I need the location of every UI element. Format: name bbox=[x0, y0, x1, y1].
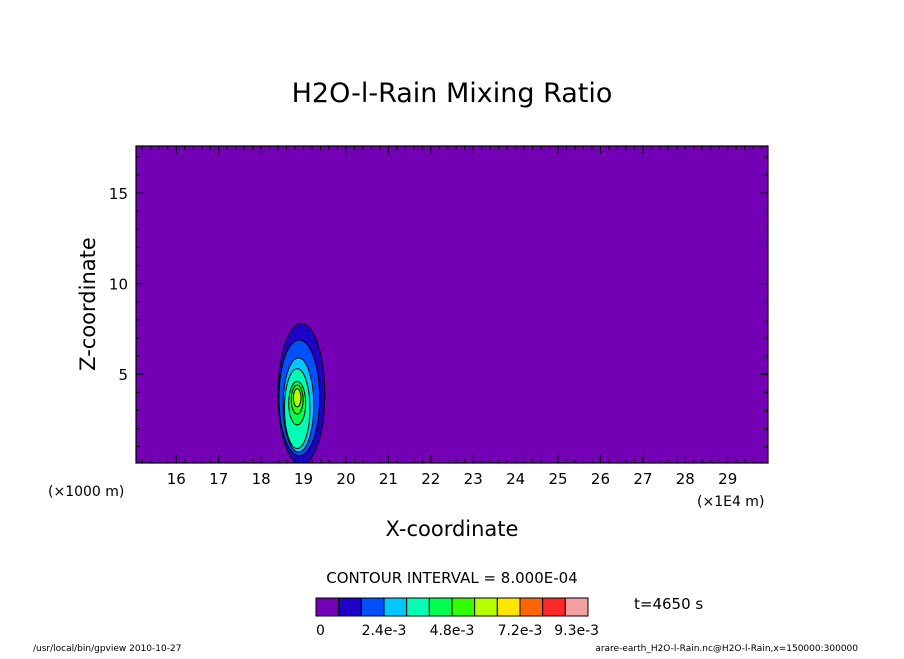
colorbar-swatch bbox=[451, 597, 476, 617]
x-tick-label: 19 bbox=[294, 470, 313, 488]
x-tick-label: 22 bbox=[421, 470, 440, 488]
contour-interval-text: CONTOUR INTERVAL = 8.000E-04 bbox=[326, 569, 577, 587]
x-unit-left: (×1000 m) bbox=[48, 484, 124, 500]
x-axis-ticks: 16 17 18 19 20 21 22 23 24 25 26 27 28 29 bbox=[141, 146, 763, 488]
colorbar-labels: 0 2.4e-3 4.8e-3 7.2e-3 9.3e-3 bbox=[316, 623, 599, 639]
colorbar-swatch bbox=[519, 597, 544, 617]
plot-frame bbox=[135, 145, 769, 464]
y-tick-label: 5 bbox=[118, 366, 128, 384]
x-tick-label: 28 bbox=[676, 470, 695, 488]
colorbar-swatch bbox=[428, 597, 453, 617]
colorbar-swatch bbox=[360, 597, 385, 617]
colorbar-swatch bbox=[315, 597, 340, 617]
x-unit-right: (×1E4 m) bbox=[697, 494, 764, 510]
colorbar-swatch bbox=[564, 597, 589, 617]
y-tick-label: 10 bbox=[109, 276, 128, 294]
x-tick-label: 18 bbox=[252, 470, 271, 488]
colorbar-swatch bbox=[406, 597, 430, 617]
x-tick-label: 20 bbox=[336, 470, 355, 488]
contour-layer bbox=[277, 323, 326, 463]
x-tick-label: 27 bbox=[633, 470, 652, 488]
colorbar-swatch bbox=[383, 597, 408, 617]
chart-title: H2O-l-Rain Mixing Ratio bbox=[292, 78, 613, 109]
x-axis-label: X-coordinate bbox=[386, 517, 519, 541]
x-tick-label: 23 bbox=[464, 470, 483, 488]
footer-left: /usr/local/bin/gpview 2010-10-27 bbox=[33, 644, 181, 654]
colorbar-label: 7.2e-3 bbox=[498, 623, 543, 639]
colorbar-label: 2.4e-3 bbox=[362, 623, 407, 639]
plot-background bbox=[136, 146, 768, 463]
y-axis-label: Z-coordinate bbox=[76, 237, 100, 371]
time-text: t=4650 s bbox=[634, 595, 703, 613]
contour-level-7 bbox=[292, 388, 302, 408]
y-axis-ticks: 5 10 15 bbox=[109, 156, 768, 448]
colorbar bbox=[315, 597, 589, 617]
x-tick-label: 26 bbox=[591, 470, 610, 488]
x-tick-label: 21 bbox=[379, 470, 398, 488]
colorbar-swatch bbox=[474, 597, 498, 617]
x-tick-label: 17 bbox=[209, 470, 228, 488]
colorbar-label: 4.8e-3 bbox=[430, 623, 475, 639]
colorbar-swatch bbox=[338, 597, 362, 617]
colorbar-swatch bbox=[542, 597, 566, 617]
colorbar-label: 0 bbox=[316, 623, 325, 639]
colorbar-swatch bbox=[496, 597, 521, 617]
x-tick-label: 16 bbox=[167, 470, 186, 488]
colorbar-label: 9.3e-3 bbox=[554, 623, 599, 639]
y-tick-label: 15 bbox=[109, 185, 128, 203]
x-tick-label: 25 bbox=[548, 470, 567, 488]
x-tick-label: 24 bbox=[506, 470, 525, 488]
x-tick-label: 29 bbox=[718, 470, 737, 488]
footer-right: arare-earth_H2O-l-Rain.nc@H2O-l-Rain,x=1… bbox=[595, 644, 858, 654]
